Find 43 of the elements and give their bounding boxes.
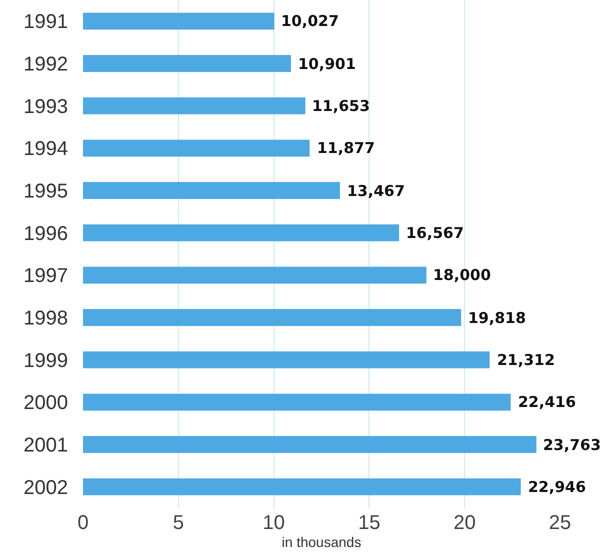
annotation: 22,946 [528, 478, 586, 496]
bar [83, 309, 462, 326]
bar [83, 12, 274, 30]
bar [83, 224, 400, 242]
y-tick-label: 1992 [24, 54, 68, 76]
y-tick-label: 1997 [24, 265, 68, 288]
y-tick-label: 1996 [24, 222, 68, 245]
annotation: 18,000 [433, 266, 491, 284]
y-tick-label: 1993 [24, 96, 68, 118]
bar [83, 140, 310, 157]
bar [83, 97, 306, 114]
x-tick-label: 20 [453, 512, 476, 534]
annotation: 23,763 [543, 436, 601, 454]
x-tick-label: 25 [548, 512, 572, 534]
x-axis-title: in thousands [282, 534, 362, 550]
annotation: 21,312 [497, 351, 555, 369]
annotation: 11,877 [317, 139, 375, 157]
y-tick-label: 2001 [24, 434, 68, 456]
bar [83, 394, 511, 411]
bar [83, 351, 490, 368]
y-tick-label: 1995 [24, 180, 68, 202]
y-tick-label: 1999 [24, 350, 68, 372]
bar [83, 436, 536, 453]
y-tick-label: 2000 [24, 392, 68, 414]
bar [83, 266, 426, 284]
x-tick-label: 15 [358, 512, 380, 534]
x-tick-label: 10 [262, 512, 285, 534]
y-tick-label: 1998 [24, 308, 68, 330]
annotation: 10,901 [298, 55, 356, 73]
y-tick-label: 1994 [24, 138, 68, 160]
annotation: 11,653 [312, 97, 370, 115]
y-tick-label: 1991 [24, 11, 68, 34]
x-tick-label: 5 [172, 512, 184, 534]
bar [83, 478, 521, 496]
x-tick-label: 0 [77, 512, 89, 534]
annotation: 10,027 [281, 12, 339, 30]
annotation: 22,416 [518, 393, 576, 411]
annotation: 16,567 [406, 224, 464, 242]
annotation: 13,467 [347, 182, 405, 200]
y-tick-label: 2002 [24, 476, 68, 499]
bar [83, 55, 291, 72]
annotation: 19,818 [468, 309, 526, 327]
bar [83, 182, 340, 199]
